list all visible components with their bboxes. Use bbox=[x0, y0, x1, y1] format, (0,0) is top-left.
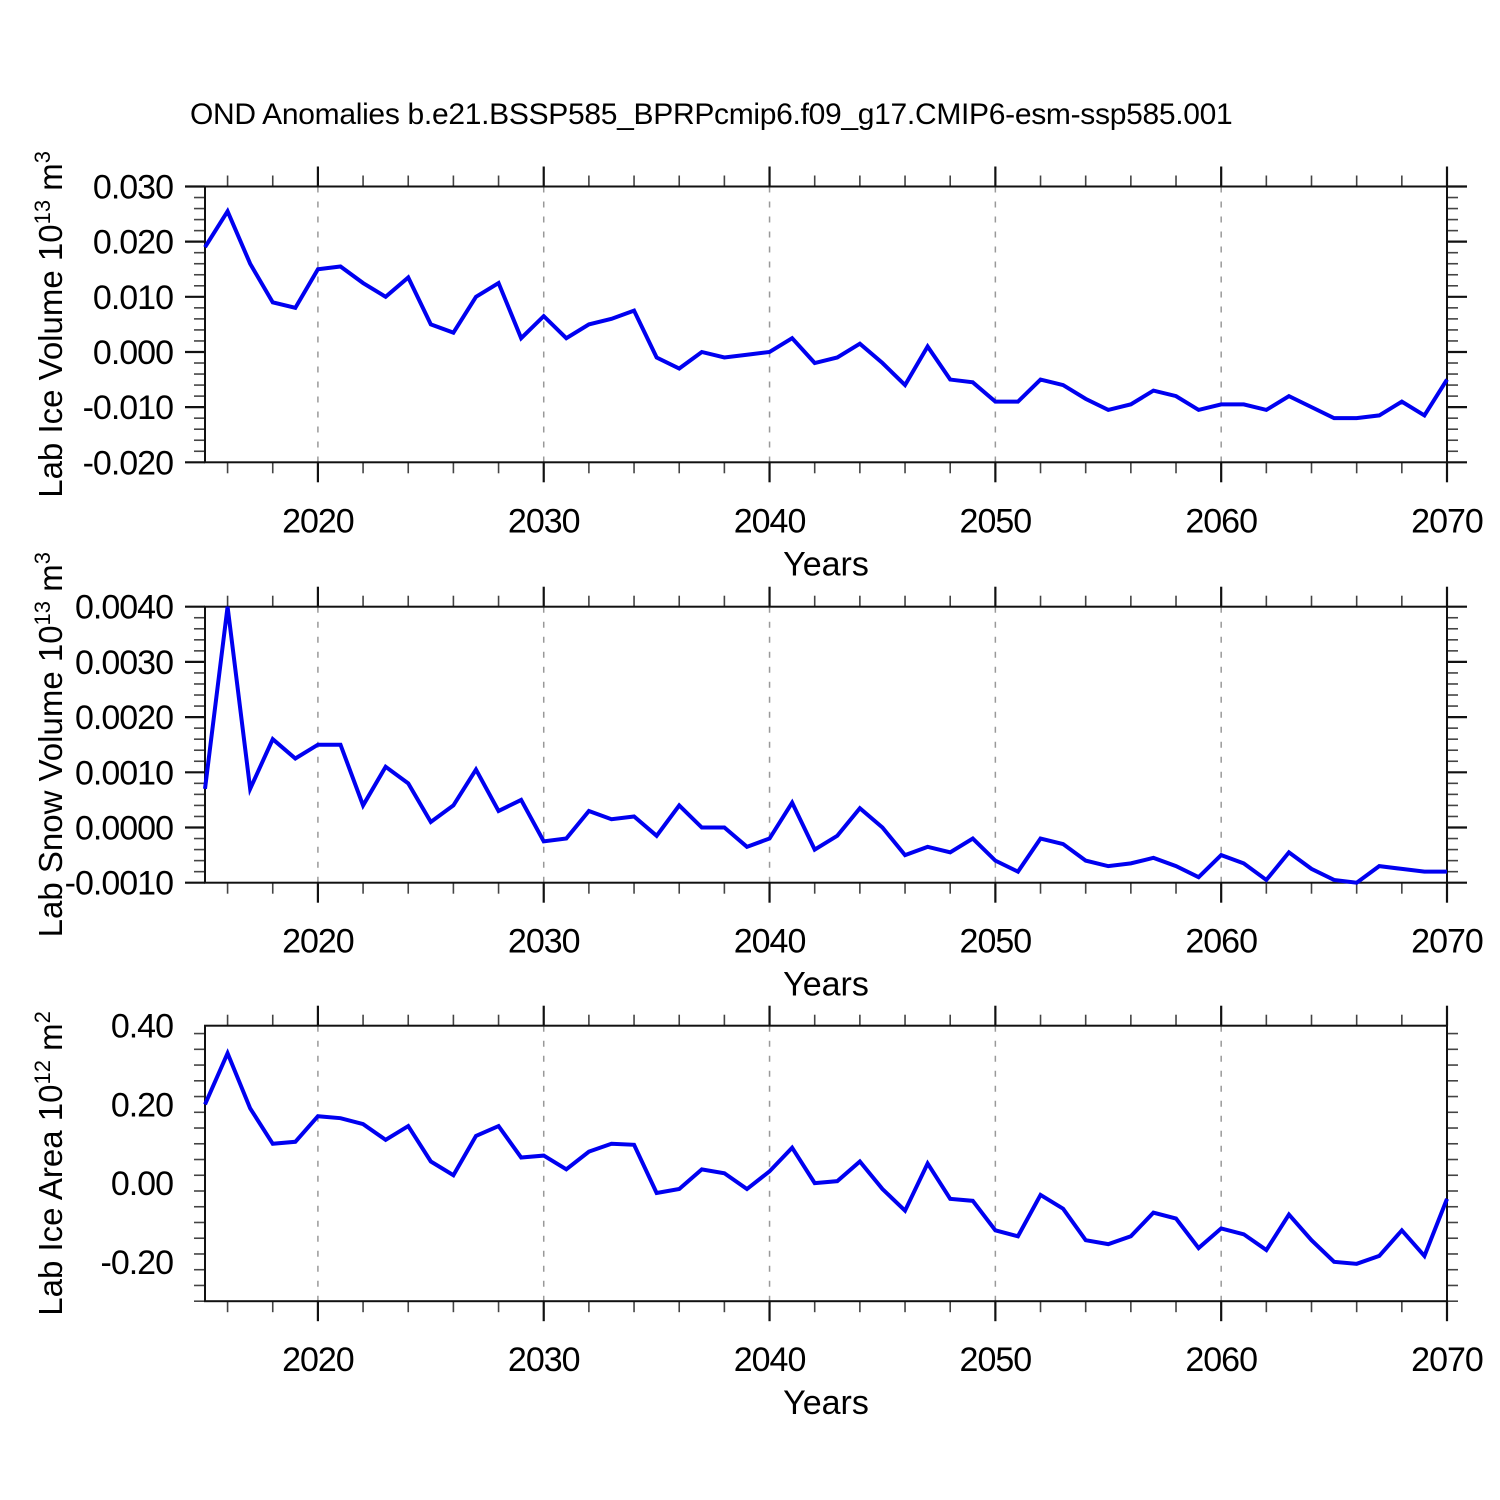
panel-lab-ice-area: 0.40 0.20 0.00 -0.20 2020 2030 2040 2050 2060 207… bbox=[30, 1005, 1484, 1422]
data-line-lab-ice-area bbox=[203, 1048, 1449, 1266]
x-ticks bbox=[226, 586, 1449, 903]
svg-text:-0.020: -0.020 bbox=[83, 444, 173, 482]
y-ticks bbox=[185, 185, 1467, 464]
x-axis-title: Years bbox=[783, 966, 869, 1004]
x-tick-labels: 2020 2030 2040 2050 2060 2070 bbox=[282, 502, 1484, 540]
svg-text:2060: 2060 bbox=[1185, 502, 1257, 540]
svg-text:0.030: 0.030 bbox=[93, 169, 173, 207]
svg-text:2020: 2020 bbox=[282, 923, 354, 961]
svg-text:2070: 2070 bbox=[1411, 1341, 1483, 1379]
svg-text:0.000: 0.000 bbox=[93, 334, 173, 372]
svg-text:2030: 2030 bbox=[508, 923, 580, 961]
chart-title: OND Anomalies b.e21.BSSP585_BPRPcmip6.f0… bbox=[190, 98, 1233, 131]
svg-text:2070: 2070 bbox=[1411, 923, 1483, 961]
plot-frame bbox=[204, 185, 1448, 464]
svg-text:0.20: 0.20 bbox=[111, 1086, 173, 1124]
y-tick-labels: 0.030 0.020 0.010 0.000 -0.010 -0.020 bbox=[83, 169, 174, 483]
y-axis-title: Lab Ice Volume 1013 m3 bbox=[30, 151, 69, 498]
svg-text:0.00: 0.00 bbox=[111, 1165, 173, 1203]
svg-text:2060: 2060 bbox=[1185, 923, 1257, 961]
svg-text:2050: 2050 bbox=[960, 502, 1032, 540]
svg-text:2070: 2070 bbox=[1411, 502, 1483, 540]
svg-text:0.0010: 0.0010 bbox=[75, 754, 173, 792]
svg-text:2040: 2040 bbox=[734, 1341, 806, 1379]
svg-text:2060: 2060 bbox=[1185, 1341, 1257, 1379]
svg-text:2050: 2050 bbox=[960, 1341, 1032, 1379]
x-ticks bbox=[226, 166, 1449, 483]
svg-text:-0.010: -0.010 bbox=[83, 389, 173, 427]
svg-text:0.0000: 0.0000 bbox=[75, 810, 173, 848]
x-axis-title: Years bbox=[783, 545, 869, 583]
gridlines bbox=[317, 186, 1222, 463]
y-tick-labels: 0.0040 0.0030 0.0020 0.0010 0.0000 -0.0010 bbox=[65, 589, 174, 903]
svg-text:2020: 2020 bbox=[282, 502, 354, 540]
svg-text:2040: 2040 bbox=[734, 923, 806, 961]
x-tick-labels: 2020 2030 2040 2050 2060 2070 bbox=[282, 1341, 1484, 1379]
svg-text:2050: 2050 bbox=[960, 923, 1032, 961]
plot-frame bbox=[204, 605, 1448, 884]
svg-text:-0.0010: -0.0010 bbox=[65, 865, 173, 903]
svg-text:0.40: 0.40 bbox=[111, 1008, 173, 1046]
gridlines bbox=[317, 1025, 1222, 1302]
y-axis-title: Lab Snow Volume 1013 m3 bbox=[30, 552, 69, 937]
svg-text:0.0030: 0.0030 bbox=[75, 644, 173, 682]
panel-lab-ice-volume: 0.030 0.020 0.010 0.000 -0.010 -0.020 2020 2030… bbox=[30, 151, 1484, 583]
svg-text:2030: 2030 bbox=[508, 1341, 580, 1379]
svg-text:0.0040: 0.0040 bbox=[75, 589, 173, 627]
svg-text:0.0020: 0.0020 bbox=[75, 699, 173, 737]
y-tick-labels: 0.40 0.20 0.00 -0.20 bbox=[101, 1008, 175, 1282]
svg-text:-0.20: -0.20 bbox=[101, 1244, 174, 1282]
x-axis-title: Years bbox=[783, 1384, 869, 1422]
svg-text:2040: 2040 bbox=[734, 502, 806, 540]
y-ticks bbox=[185, 605, 1467, 884]
svg-text:0.010: 0.010 bbox=[93, 279, 173, 317]
x-tick-labels: 2020 2030 2040 2050 2060 2070 bbox=[282, 923, 1484, 961]
y-ticks bbox=[194, 1032, 1458, 1302]
svg-text:2030: 2030 bbox=[508, 502, 580, 540]
data-line-lab-snow-volume bbox=[203, 606, 1447, 885]
y-axis-title: Lab Ice Area 1012 m2 bbox=[30, 1011, 69, 1316]
plot-frame bbox=[204, 1024, 1448, 1303]
x-ticks bbox=[226, 1005, 1449, 1322]
svg-text:2020: 2020 bbox=[282, 1341, 354, 1379]
data-line-lab-ice-volume bbox=[203, 207, 1449, 421]
svg-text:0.020: 0.020 bbox=[93, 224, 173, 262]
panel-lab-snow-volume: 0.0040 0.0030 0.0020 0.0010 0.0000 -0.0010 202… bbox=[30, 552, 1484, 1004]
gridlines bbox=[317, 606, 1222, 883]
